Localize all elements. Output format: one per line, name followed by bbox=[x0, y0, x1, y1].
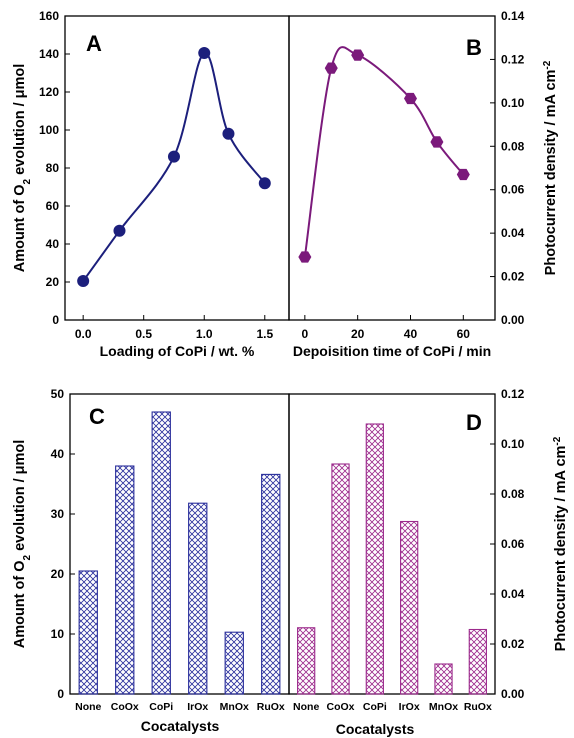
panel-b-ytick-label: 0.02 bbox=[501, 270, 525, 284]
panel-a-data-point bbox=[167, 150, 180, 163]
panel-a-xtick-label: 0.0 bbox=[75, 327, 92, 341]
panel-a-ytick-label: 100 bbox=[39, 123, 59, 137]
panel-b-data-point bbox=[351, 49, 365, 61]
panel-b-ytick-label: 0.12 bbox=[501, 52, 525, 66]
panel-b-ytick-label: 0.00 bbox=[501, 313, 525, 327]
panel-d-xlabel: Cocatalysts bbox=[336, 721, 415, 737]
panel-d-bar bbox=[365, 423, 384, 695]
panel-a-frame bbox=[64, 15, 290, 321]
panel-b-data-point bbox=[298, 251, 312, 263]
panel-b-ytick-label: 0.10 bbox=[501, 96, 525, 110]
panel-d-ytick-label: 0.06 bbox=[501, 537, 525, 551]
panel-a-ytick-label: 60 bbox=[46, 199, 60, 213]
panel-c-bar bbox=[261, 473, 281, 695]
panel-d-category-label: MnOx bbox=[429, 701, 458, 713]
panel-a-data-point bbox=[77, 275, 90, 288]
panel-c-bar bbox=[115, 465, 135, 695]
panel-c-bar bbox=[78, 570, 98, 695]
panel-c-category-label: IrOx bbox=[187, 701, 208, 713]
panel-b-xtick-label: 0 bbox=[302, 327, 309, 341]
panel-a-ytick-label: 80 bbox=[46, 161, 60, 175]
panel-d-category-label: CoPi bbox=[363, 701, 387, 713]
panel-c-ytick-label: 50 bbox=[51, 387, 65, 401]
panel-a-ytick-label: 20 bbox=[46, 275, 60, 289]
panel-a-label: A bbox=[86, 31, 102, 56]
panel-a-ylabel: Amount of O2 evolution / μmol bbox=[12, 64, 33, 273]
panel-a-ytick-label: 40 bbox=[46, 237, 60, 251]
panel-c-ytick-label: 30 bbox=[51, 507, 65, 521]
panel-b-ytick-label: 0.14 bbox=[501, 9, 525, 23]
panel-a-ytick-label: 0 bbox=[52, 313, 59, 327]
panel-b-ytick-label: 0.06 bbox=[501, 183, 525, 197]
panel-c-category-label: CoPi bbox=[149, 701, 173, 713]
panel-b-xlabel: Depoisition time of CoPi / min bbox=[293, 343, 491, 359]
panel-a-data-point bbox=[198, 47, 211, 60]
panel-c-category-label: RuOx bbox=[257, 701, 285, 713]
panel-c-category-label: None bbox=[75, 701, 101, 713]
panel-b-frame bbox=[288, 15, 496, 321]
panel-d-ytick-label: 0.00 bbox=[501, 687, 525, 701]
panel-c-ylabel: Amount of O2 evolution / μmol bbox=[12, 440, 33, 649]
panel-b-xtick-label: 60 bbox=[457, 327, 471, 341]
panel-c-bar bbox=[151, 411, 171, 695]
panel-d-ytick-label: 0.02 bbox=[501, 637, 525, 651]
panel-b-data-point bbox=[403, 92, 417, 105]
panel-a-data-point bbox=[222, 127, 235, 140]
panel-d-label: D bbox=[466, 410, 482, 435]
panel-d-category-label: CoOx bbox=[326, 701, 354, 713]
panel-d-ytick-label: 0.10 bbox=[501, 437, 525, 451]
panel-c-label: C bbox=[89, 404, 105, 429]
panel-b-data-point bbox=[324, 62, 338, 74]
panel-a-ytick-label: 120 bbox=[39, 85, 59, 99]
panel-b-data-point bbox=[430, 136, 444, 148]
panel-c-ytick-label: 10 bbox=[51, 627, 65, 641]
panel-b-ytick-label: 0.04 bbox=[501, 226, 525, 240]
panel-b-label: B bbox=[466, 35, 482, 60]
panel-d-frame bbox=[288, 393, 496, 695]
panel-b-data-point bbox=[456, 168, 470, 181]
panel-b-ylabel: Photocurrent density / mA cm-2 bbox=[542, 60, 560, 275]
panel-c-bar bbox=[224, 631, 244, 695]
panel-a-ytick-label: 140 bbox=[39, 47, 59, 61]
panel-c-ytick-label: 40 bbox=[51, 447, 65, 461]
panel-b-series-line bbox=[303, 46, 465, 258]
panel-d-bar bbox=[331, 463, 350, 695]
panel-a-xtick-label: 1.5 bbox=[256, 327, 273, 341]
panel-c-category-label: CoOx bbox=[111, 701, 139, 713]
panel-c-ytick-label: 0 bbox=[57, 687, 64, 701]
panel-d-bar bbox=[297, 627, 316, 695]
panel-d-category-label: None bbox=[293, 701, 319, 713]
panel-d-ytick-label: 0.12 bbox=[501, 387, 525, 401]
panel-c-bar bbox=[188, 502, 208, 695]
panel-d-ytick-label: 0.04 bbox=[501, 587, 525, 601]
panel-a-xtick-label: 0.5 bbox=[135, 327, 152, 341]
panel-d-bar bbox=[468, 628, 487, 695]
panel-d-category-label: RuOx bbox=[464, 701, 492, 713]
panel-a-data-point bbox=[113, 224, 126, 237]
panel-c-category-label: MnOx bbox=[220, 701, 249, 713]
panel-a-xtick-label: 1.0 bbox=[196, 327, 213, 341]
panel-d-category-label: IrOx bbox=[399, 701, 420, 713]
panel-a-series-line bbox=[82, 52, 266, 282]
panel-a-ytick-label: 160 bbox=[39, 9, 59, 23]
panel-c-frame bbox=[69, 393, 290, 695]
panel-d-ytick-label: 0.08 bbox=[501, 487, 525, 501]
panel-c-ytick-label: 20 bbox=[51, 567, 65, 581]
panel-b-xtick-label: 40 bbox=[404, 327, 418, 341]
panel-a-xlabel: Loading of CoPi / wt. % bbox=[100, 343, 255, 359]
panel-d-ylabel: Photocurrent density / mA cm-2 bbox=[552, 436, 570, 651]
panel-a-data-point bbox=[258, 177, 271, 190]
panel-d-bar bbox=[400, 520, 419, 695]
panel-c-xlabel: Cocatalysts bbox=[141, 718, 220, 734]
panel-b-xtick-label: 20 bbox=[351, 327, 365, 341]
panel-d-bar bbox=[434, 663, 453, 695]
panel-b-ytick-label: 0.08 bbox=[501, 139, 525, 153]
